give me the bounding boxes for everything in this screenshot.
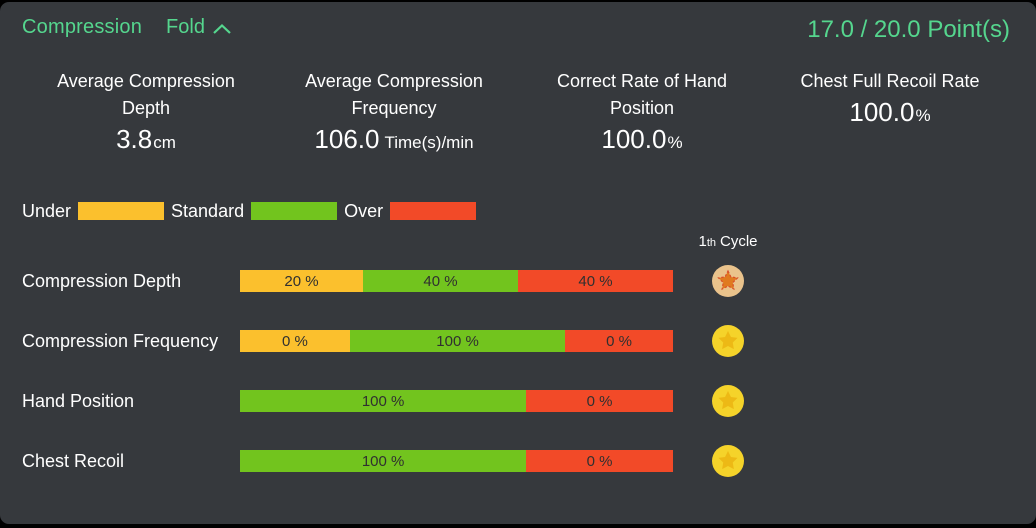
bar-segment-standard: 40 % [362, 270, 518, 292]
bar-segment-under: 20 % [240, 270, 363, 292]
score-display: 17.0 / 20.0 Point(s) [807, 16, 1010, 43]
bar-segment-over: 0 % [526, 390, 673, 412]
stat-value: 106.0 Time(s)/min [314, 124, 474, 154]
stat-value: 100.0% [601, 124, 683, 154]
chevron-up-icon [213, 23, 231, 34]
stacked-bar: 0 % 100 % 0 % [240, 330, 673, 352]
row-label: Hand Position [22, 390, 135, 411]
row-label: Chest Recoil [22, 450, 125, 471]
fold-label: Fold [166, 16, 205, 38]
panel-title: Compression [22, 16, 143, 38]
row-compression-depth: Compression Depth 20 % 40 % 40 % [22, 263, 1014, 299]
row-label: Compression Frequency [22, 330, 219, 351]
stat-label: Average Compression Frequency [305, 71, 483, 118]
under-color-swatch [78, 202, 165, 220]
panel-header: Compression Fold 17.0 / 20.0 Point(s) [22, 16, 1014, 44]
stacked-bar: 20 % 40 % 40 % [240, 270, 673, 292]
stat-value: 3.8cm [116, 124, 176, 154]
row-hand-position: Hand Position 100 % 0 % [22, 383, 1014, 419]
bar-segment-standard: 100 % [240, 450, 527, 472]
stat-value: 100.0% [849, 97, 931, 127]
bar-segment-over: 40 % [517, 270, 673, 292]
gold-star-medal-icon [712, 445, 744, 477]
gold-star-medal-icon [712, 385, 744, 417]
stat-label: Correct Rate of Hand Position [556, 71, 728, 118]
stats-row: Average Compression Depth 3.8cm Average … [22, 68, 1014, 155]
standard-color-swatch [251, 202, 338, 220]
bar-segment-standard: 100 % [349, 330, 566, 352]
row-compression-frequency: Compression Frequency 0 % 100 % 0 % [22, 323, 1014, 359]
gold-star-medal-icon [712, 325, 744, 357]
legend-item-over: Over [344, 201, 483, 222]
bar-segment-standard: 100 % [240, 390, 527, 412]
stacked-bar: 100 % 0 % [240, 390, 673, 412]
bar-segment-over: 0 % [565, 330, 673, 352]
cycle-header-row: 1th Cycle [22, 231, 1014, 251]
legend-item-standard: Standard [171, 201, 344, 222]
legend-item-under: Under [22, 201, 171, 222]
over-color-swatch [390, 202, 477, 220]
bronze-star-medal-icon [712, 265, 744, 297]
row-label: Compression Depth [22, 270, 182, 291]
stat-chest-full-recoil-rate: Chest Full Recoil Rate 100.0% [766, 68, 1014, 155]
stat-average-compression-depth: Average Compression Depth 3.8cm [22, 68, 270, 155]
bar-segment-under: 0 % [240, 330, 350, 352]
stat-average-compression-frequency: Average Compression Frequency 106.0 Time(… [270, 68, 518, 155]
fold-toggle[interactable]: Fold [166, 16, 232, 39]
stat-correct-rate-hand-position: Correct Rate of Hand Position 100.0% [518, 68, 766, 155]
stat-label: Chest Full Recoil Rate [800, 71, 980, 91]
legend: Under Standard Over [22, 201, 1014, 221]
stacked-bar: 100 % 0 % [240, 450, 673, 472]
cycle-label: 1th Cycle [698, 232, 758, 250]
row-chest-recoil: Chest Recoil 100 % 0 % [22, 443, 1014, 479]
bar-chart: Compression Depth 20 % 40 % 40 % [22, 263, 1014, 479]
bar-segment-over: 0 % [526, 450, 673, 472]
stat-label: Average Compression Depth [57, 71, 235, 118]
